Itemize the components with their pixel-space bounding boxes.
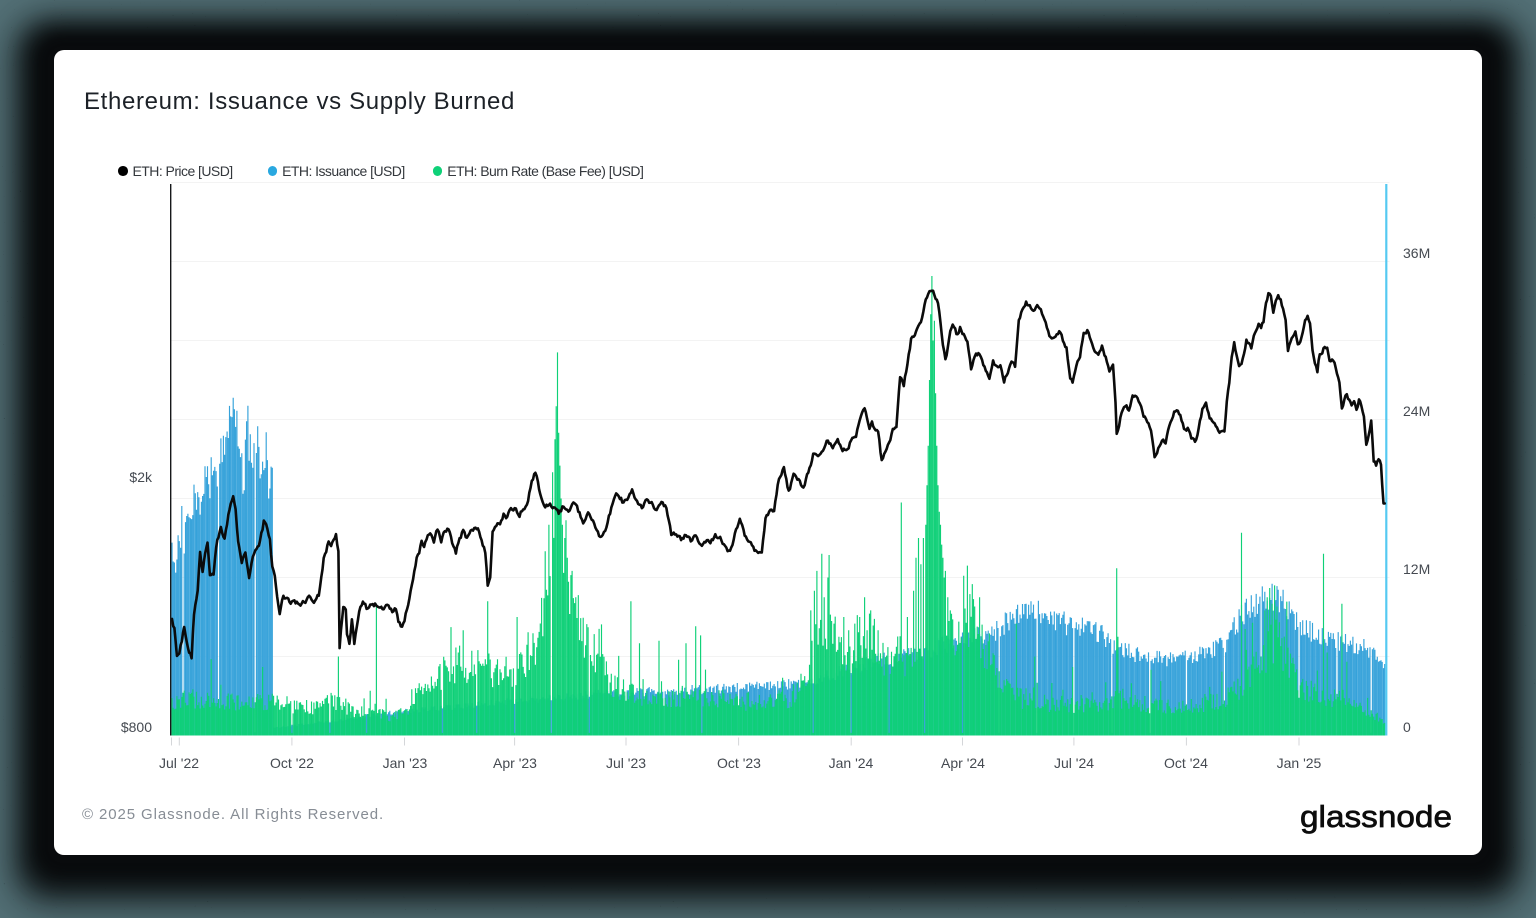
- svg-text:glassnode: glassnode: [1300, 799, 1452, 834]
